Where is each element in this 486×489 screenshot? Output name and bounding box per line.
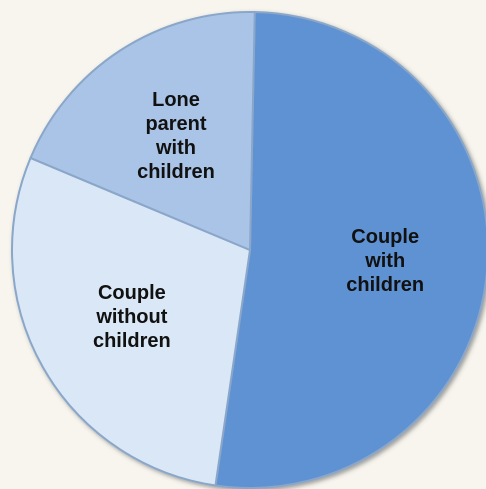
slice-label: Couple with children (346, 226, 425, 297)
slice-label: Couple without children (92, 281, 171, 352)
slice-label: Lone parent with children (137, 89, 215, 184)
slices (11, 11, 486, 489)
pie-slice (214, 11, 486, 489)
pie-slice (29, 11, 256, 252)
pie-slice (11, 156, 252, 487)
